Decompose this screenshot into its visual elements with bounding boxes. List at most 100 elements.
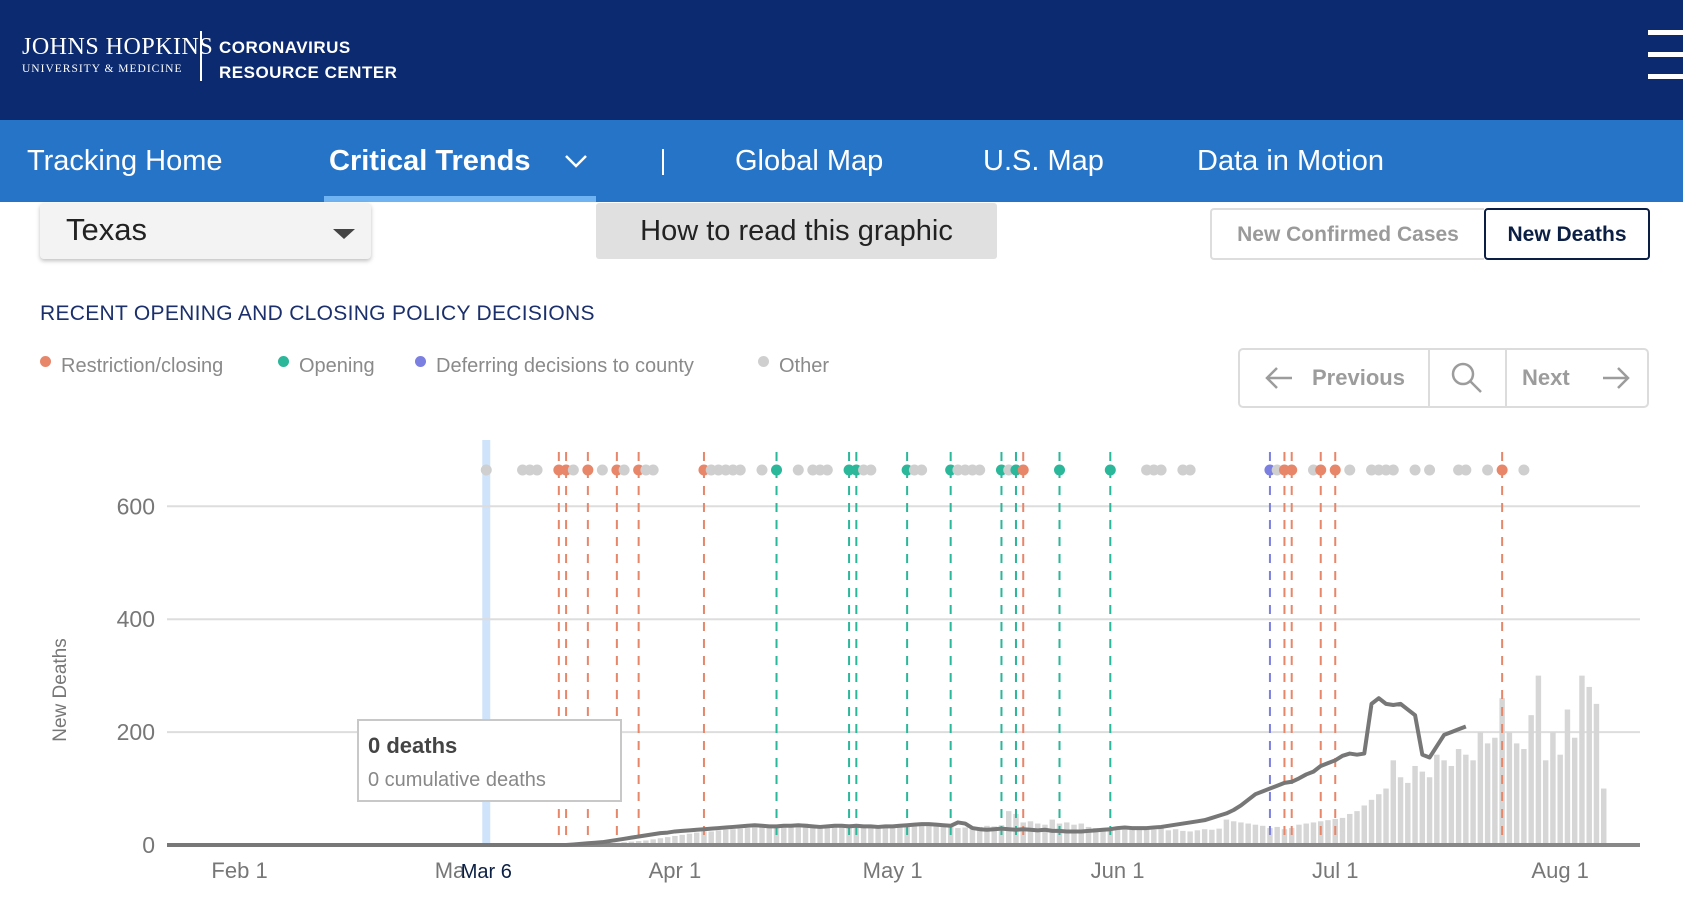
x-tick-label: Apr 1 [649,858,702,883]
bar [984,825,990,845]
bar [1035,823,1041,845]
policy-pager: Previous Next [1238,348,1649,408]
bar [1259,825,1266,845]
x-tick-label: Jun 1 [1091,858,1145,883]
bar [1064,822,1070,845]
bar [1288,828,1295,845]
policy-dot [1496,464,1508,476]
bar [889,825,896,845]
bar [1448,765,1455,845]
search-button[interactable] [1430,350,1505,406]
resource-center-title[interactable]: CORONAVIRUS RESOURCE CENTER [219,35,397,85]
bar [1122,829,1128,845]
arrow-left-icon [1265,367,1292,389]
x-tick-label: Feb 1 [211,858,267,883]
deaths-chart[interactable]: 0 200 400 600 New Deaths Feb 1 Ma Apr 1 May 1 Jun… [0,440,1683,902]
bar [831,825,838,845]
next-button[interactable]: Next [1507,350,1647,406]
x-tick-label: Ma [435,858,466,883]
nav-tracking-home[interactable]: Tracking Home [27,145,223,177]
state-select-value: Texas [66,212,147,247]
y-tick-label: 600 [117,493,155,519]
nav-global-map[interactable]: Global Map [735,145,884,177]
resource-center-line2: RESOURCE CENTER [219,63,398,82]
bar [1274,826,1280,845]
bar [1513,743,1520,845]
nav-us-map[interactable]: U.S. Map [983,145,1104,177]
bar [955,828,961,845]
policy-dot [1286,464,1298,476]
nav-data-in-motion[interactable]: Data in Motion [1197,145,1384,177]
bar [1107,828,1114,845]
bar [1542,760,1549,845]
bar [1180,830,1186,845]
bar [1339,817,1346,845]
previous-button[interactable]: Previous [1260,350,1428,406]
bar [1477,732,1484,845]
bar [657,838,664,845]
legend-label: Other [779,355,830,377]
bar [853,825,860,845]
bar [991,826,997,845]
bar [1085,826,1092,845]
restriction-dot-icon [40,356,51,367]
bar [1216,828,1222,845]
x-tick-label: May 1 [863,858,923,883]
top-header: JOHNS HOPKINS UNIVERSITY & MEDICINE CORO… [0,0,1683,120]
bar [1455,749,1462,845]
policy-dot [756,464,768,476]
x-tick-label: Jul 1 [1312,858,1358,883]
new-confirmed-cases-toggle[interactable]: New Confirmed Cases [1210,208,1484,260]
bar [1209,829,1215,845]
bar [1151,829,1157,845]
main-nav: Tracking Home Critical Trends Global Map… [0,120,1683,202]
bar [1252,824,1259,845]
policy-dot [1482,464,1494,476]
how-to-read-button[interactable]: How to read this graphic [596,203,997,259]
bar [1564,709,1571,845]
bar [1230,821,1237,845]
bar [976,826,983,845]
bar [926,825,932,845]
policy-dot [1184,464,1196,476]
bar [1571,737,1578,845]
policy-dot [1344,464,1356,476]
bar [868,825,874,845]
bar [1434,754,1440,845]
bar [1441,760,1447,845]
bar [766,826,772,845]
bar [1129,828,1135,845]
bar [860,824,867,845]
bar [1114,828,1121,845]
hamburger-menu-icon[interactable] [1648,30,1683,84]
state-select[interactable]: Texas [40,203,371,259]
bar [1600,788,1607,845]
policy-dot [1017,464,1029,476]
bar [1499,698,1505,845]
highlight-band [482,440,491,845]
bar [1397,777,1404,845]
bar [664,837,671,845]
bar [1412,765,1418,845]
bar [737,828,743,845]
policy-dot [1054,464,1066,476]
bar [1027,821,1034,845]
bar [1303,823,1309,845]
y-tick-label: 200 [117,719,155,745]
policy-dot [1315,464,1327,476]
jhu-logo[interactable]: JOHNS HOPKINS UNIVERSITY & MEDICINE [22,34,213,75]
bar [650,839,656,845]
policy-dot [1460,464,1472,476]
chevron-down-icon[interactable] [564,153,588,169]
deferring-dot-icon [415,356,426,367]
bar [1136,828,1143,845]
other-dot-icon [758,356,769,367]
bar [672,835,678,845]
bar [1470,760,1476,845]
resource-center-line1: CORONAVIRUS [219,38,351,57]
bar [1390,760,1397,845]
policy-dot [647,464,659,476]
new-deaths-toggle[interactable]: New Deaths [1484,208,1650,260]
nav-critical-trends[interactable]: Critical Trends [329,145,531,177]
bar [897,824,903,845]
